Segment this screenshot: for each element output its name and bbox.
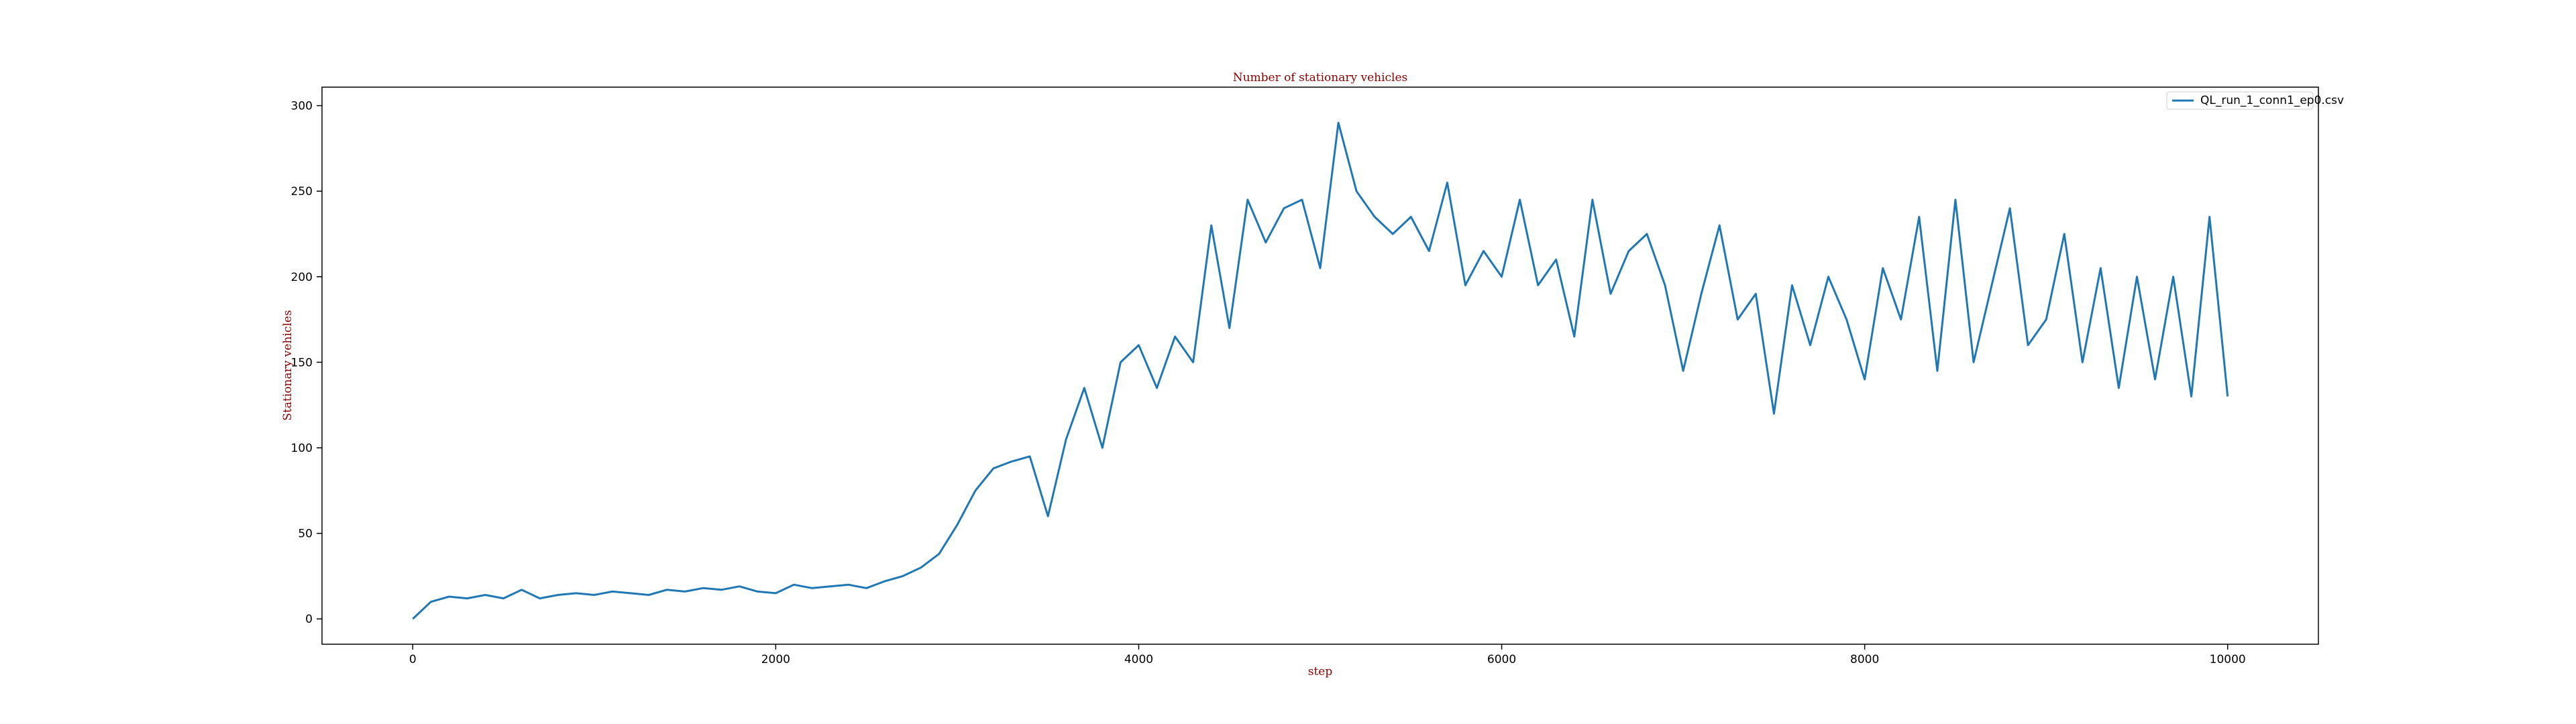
y-tick-label: 250 bbox=[291, 185, 313, 198]
data-line bbox=[412, 121, 2229, 620]
y-tick-label: 200 bbox=[291, 271, 313, 284]
legend-label: QL_run_1_conn1_ep0.csv bbox=[2200, 94, 2344, 107]
x-tick-label: 6000 bbox=[1487, 653, 1516, 666]
x-tick-label: 8000 bbox=[1850, 653, 1879, 666]
x-axis-label: step bbox=[1308, 665, 1333, 678]
chart-title: Number of stationary vehicles bbox=[1233, 71, 1408, 84]
y-tick-label: 100 bbox=[291, 442, 313, 455]
plot-frame bbox=[321, 86, 2319, 645]
y-tick-label: 50 bbox=[298, 528, 313, 541]
y-tick-label: 150 bbox=[291, 356, 313, 369]
x-tick-label: 2000 bbox=[761, 653, 790, 666]
legend-box bbox=[2166, 91, 2314, 110]
x-tick-label: 0 bbox=[409, 653, 417, 666]
y-axis-label: Stationary vehicles bbox=[281, 310, 294, 420]
x-tick-label: 4000 bbox=[1124, 653, 1153, 666]
x-tick-label: 10000 bbox=[2210, 653, 2246, 666]
y-tick-label: 0 bbox=[305, 613, 313, 626]
y-tick-label: 300 bbox=[291, 100, 313, 113]
